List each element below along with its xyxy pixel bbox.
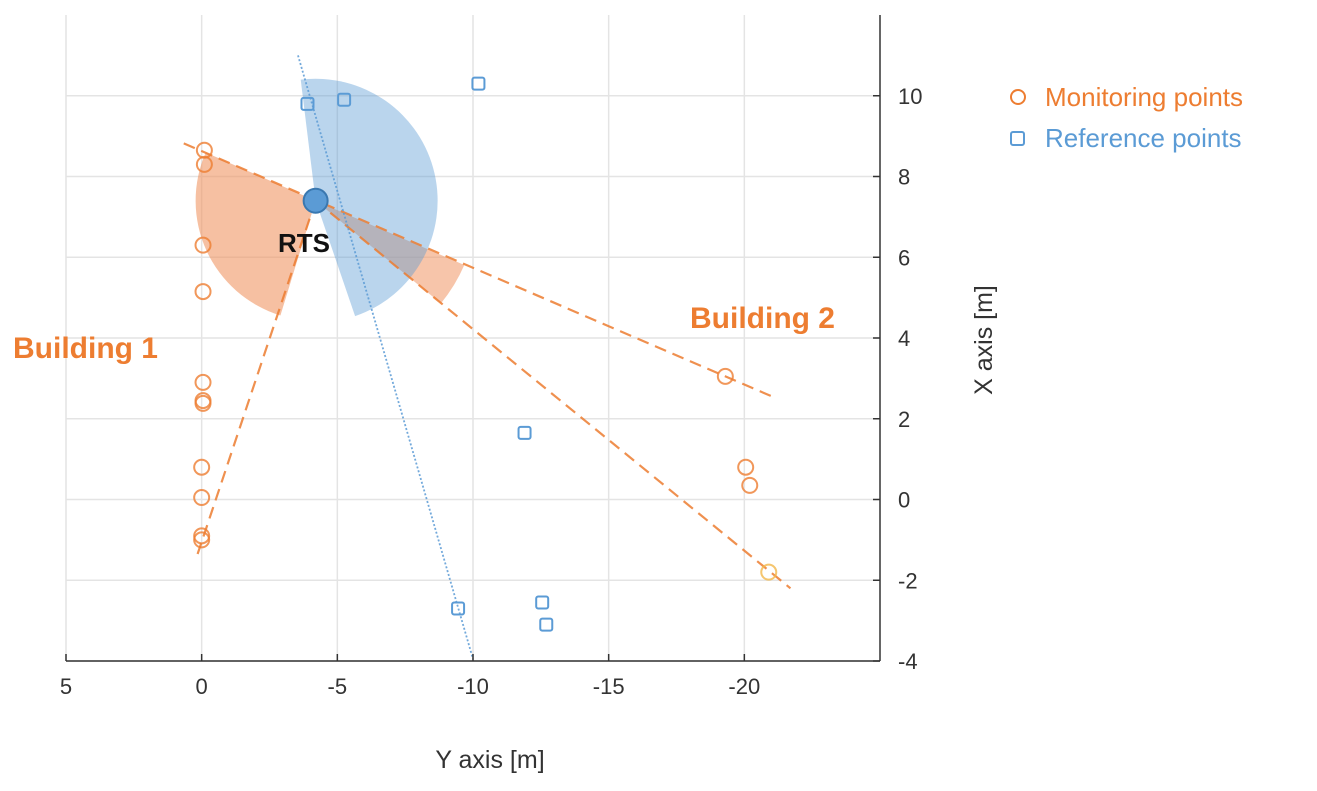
monitoring-point bbox=[193, 531, 211, 549]
reference-point bbox=[337, 92, 352, 107]
y-tick-label: 4 bbox=[898, 326, 910, 351]
sight-line bbox=[297, 55, 474, 660]
monitoring-point bbox=[193, 488, 211, 506]
reference-point bbox=[539, 617, 554, 632]
building-1-wedge bbox=[195, 152, 316, 316]
legend-label-monitoring: Monitoring points bbox=[1045, 82, 1243, 112]
sight-line bbox=[314, 199, 792, 590]
axes: 5 0 -5 -10 -15 -20 10 8 6 4 2 0 -2 -4 bbox=[60, 15, 922, 699]
reference-point bbox=[517, 425, 532, 440]
data-points bbox=[193, 76, 778, 632]
x-axis-label: Y axis [m] bbox=[435, 746, 544, 774]
sight-line bbox=[196, 200, 317, 555]
monitoring-point bbox=[194, 373, 212, 391]
x-tick-label: 0 bbox=[196, 674, 208, 699]
legend-marker-monitoring bbox=[1010, 89, 1026, 105]
rts-label: RTS bbox=[278, 228, 330, 258]
building-1-label: Building 1 bbox=[13, 332, 158, 365]
reference-wedge bbox=[300, 78, 438, 317]
legend-label-reference: Reference points bbox=[1045, 123, 1242, 153]
y-axis-label: X axis [m] bbox=[970, 285, 998, 395]
monitoring-point bbox=[194, 283, 212, 301]
legend: Monitoring points Reference points bbox=[1010, 82, 1243, 153]
monitoring-point bbox=[760, 563, 778, 581]
y-tick-label: 2 bbox=[898, 407, 910, 432]
y-tick-label: 0 bbox=[898, 488, 910, 513]
monitoring-point bbox=[194, 236, 212, 254]
y-tick-label: 10 bbox=[898, 84, 922, 109]
monitoring-point bbox=[193, 527, 211, 545]
x-tick-label: -15 bbox=[593, 674, 625, 699]
y-tick-label: -2 bbox=[898, 568, 918, 593]
monitoring-point bbox=[194, 394, 212, 412]
reference-point bbox=[535, 595, 550, 610]
field-of-view-wedges bbox=[195, 78, 465, 317]
reference-point bbox=[471, 76, 486, 91]
reference-point bbox=[300, 96, 315, 111]
grid bbox=[65, 15, 880, 662]
monitoring-point bbox=[716, 367, 734, 385]
monitoring-point bbox=[193, 458, 211, 476]
x-tick-label: -20 bbox=[728, 674, 760, 699]
x-tick-label: -10 bbox=[457, 674, 489, 699]
monitoring-point bbox=[195, 155, 213, 173]
rts-station-marker bbox=[302, 187, 329, 214]
monitoring-point bbox=[741, 476, 759, 494]
x-tick-label: 5 bbox=[60, 674, 72, 699]
y-tick-label: -4 bbox=[898, 649, 918, 674]
building-2-wedge bbox=[315, 200, 465, 304]
monitoring-point bbox=[195, 141, 213, 159]
reference-point bbox=[451, 601, 466, 616]
sight-lines bbox=[183, 55, 792, 660]
building-2-label: Building 2 bbox=[690, 302, 835, 335]
y-tick-label: 8 bbox=[898, 165, 910, 190]
legend-marker-reference bbox=[1010, 131, 1025, 146]
y-tick-label: 6 bbox=[898, 245, 910, 270]
sight-line bbox=[183, 142, 778, 400]
x-tick-label: -5 bbox=[328, 674, 348, 699]
monitoring-point bbox=[737, 458, 755, 476]
